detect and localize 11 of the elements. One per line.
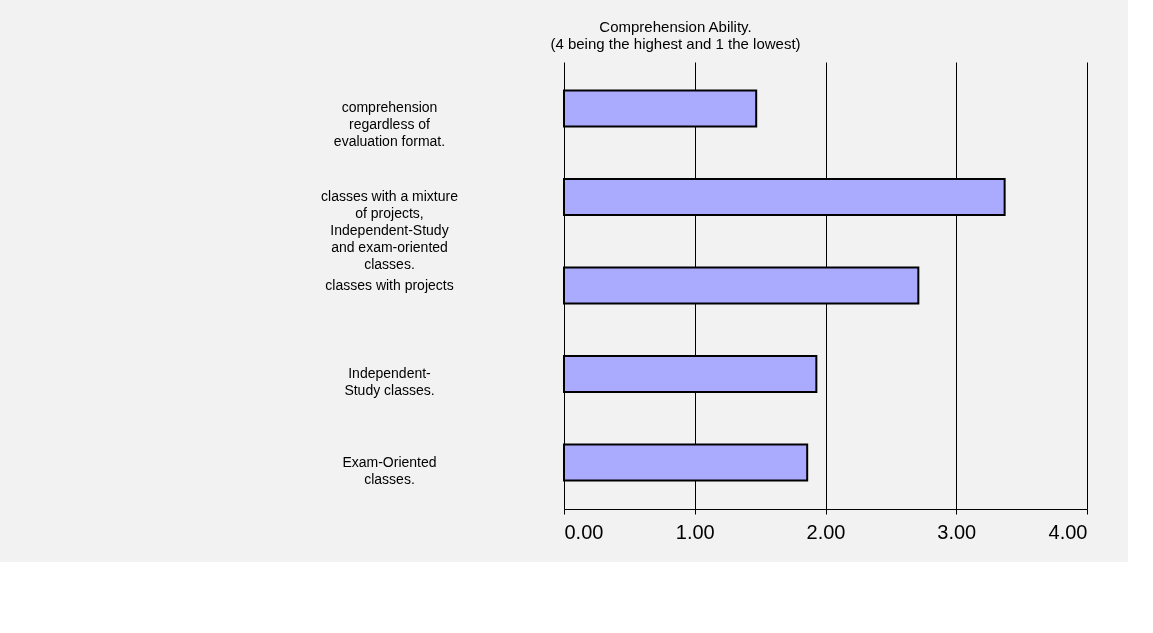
y-tick-label: comprehension regardless of evaluation format.: [333, 99, 446, 150]
y-tick-label: Exam-Oriented classes.: [342, 453, 437, 487]
x-tick-label: 1.00: [675, 520, 715, 543]
y-tick-label: Independent- Study classes.: [344, 365, 435, 399]
chart-title: Comprehension Ability. (4 being the highest and 1 the lowest): [550, 18, 801, 52]
x-tick-label: 0.00: [564, 520, 604, 543]
x-tick-label: 3.00: [937, 520, 977, 543]
y-tick-label: classes with projects: [325, 276, 454, 293]
y-tick-label: classes with a mixture of projects, Independent-Study and exam-oriented classes.: [321, 187, 459, 272]
x-tick-label: 2.00: [806, 520, 846, 543]
x-tick-label: 4.00: [1048, 520, 1088, 543]
